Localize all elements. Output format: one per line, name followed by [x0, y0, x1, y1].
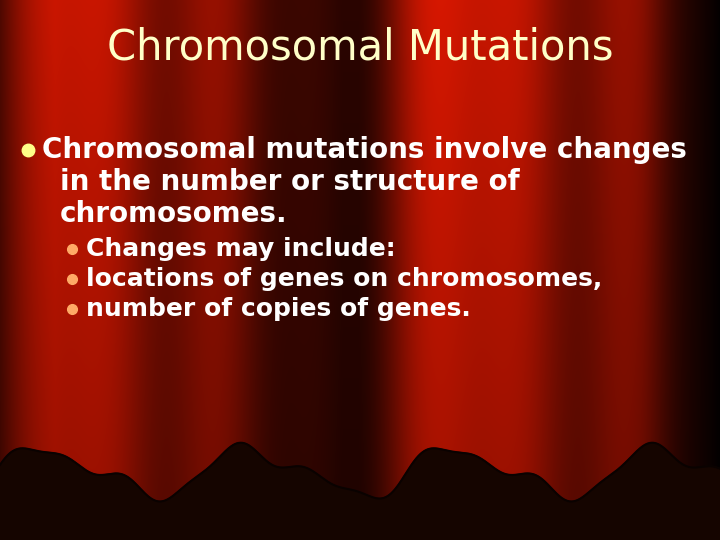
Text: chromosomes.: chromosomes. [60, 200, 287, 228]
Text: locations of genes on chromosomes,: locations of genes on chromosomes, [86, 267, 602, 291]
Text: in the number or structure of: in the number or structure of [60, 168, 520, 196]
Text: number of copies of genes.: number of copies of genes. [86, 297, 471, 321]
Text: Chromosomal mutations involve changes: Chromosomal mutations involve changes [42, 136, 687, 164]
Text: Chromosomal Mutations: Chromosomal Mutations [107, 27, 613, 69]
Text: Changes may include:: Changes may include: [86, 237, 395, 261]
